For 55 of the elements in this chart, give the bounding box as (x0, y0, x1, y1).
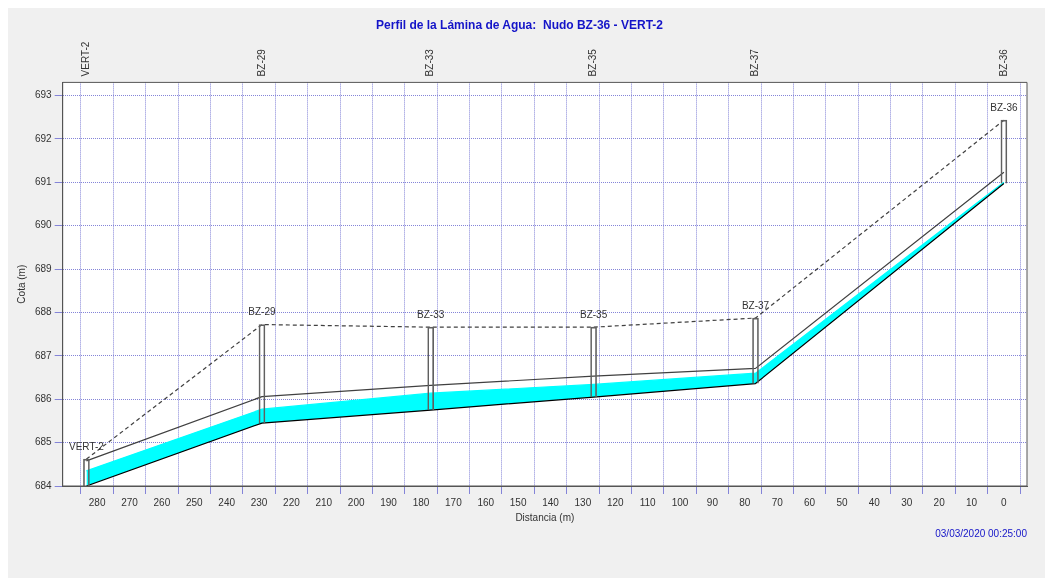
x-tick-label: 120 (606, 496, 625, 508)
y-tick-label: 684 (35, 479, 53, 491)
x-tick-label: 10 (965, 496, 978, 508)
y-tick-label: 686 (35, 392, 53, 404)
x-tick-label: 170 (445, 496, 463, 508)
x-tick-label: 130 (574, 496, 592, 508)
x-tick-label: 50 (836, 496, 848, 508)
text: BZ-36 (997, 49, 1009, 77)
annotation: BZ-37 (741, 299, 770, 311)
x-axis-title: Distancia (m) (515, 511, 575, 523)
x-tick-label: 140 (542, 496, 560, 508)
y-tick-label: 687 (35, 349, 53, 361)
text: VERT-2 (80, 41, 92, 77)
x-tick-label: 80 (739, 496, 751, 508)
x-tick-label: 200 (347, 496, 365, 508)
x-tick-label: 210 (315, 496, 333, 508)
text: BZ-37 (749, 49, 761, 77)
x-tick-label: 0 (1001, 496, 1008, 508)
x-tick-label: 240 (218, 496, 236, 508)
x-tick-label: 110 (639, 496, 657, 508)
y-tick-label: 688 (35, 306, 53, 318)
x-tick-label: 230 (250, 496, 268, 508)
x-tick-label: 270 (121, 496, 139, 508)
annotation: BZ-29 (248, 306, 277, 318)
x-tick-label: 20 (933, 496, 946, 508)
x-tick-label: 40 (868, 496, 881, 508)
y-tick-label: 693 (35, 89, 53, 101)
x-tick-label: 220 (283, 496, 301, 508)
text: 03/03/2020 00:25:00 (934, 528, 1028, 539)
annotation: VERT-2 (69, 440, 105, 452)
chart-title: Perfil de la Lámina de Agua: Nudo BZ-36 - VERT-2 (376, 17, 664, 32)
x-tick-label: 280 (88, 496, 106, 508)
y-tick-label: 685 (35, 436, 53, 448)
x-tick-label: 30 (901, 496, 913, 508)
text: BZ-35 (587, 49, 599, 77)
x-tick-label: 70 (771, 496, 784, 508)
text: BZ-29 (255, 49, 267, 77)
x-tick-label: 160 (477, 496, 495, 508)
x-tick-label: 250 (185, 496, 204, 508)
x-tick-label: 90 (706, 496, 719, 508)
x-tick-label: 190 (380, 496, 398, 508)
y-axis-title: Cota (m) (15, 264, 27, 304)
y-tick-label: 690 (35, 219, 53, 231)
x-tick-label: 100 (671, 496, 689, 508)
annotation: BZ-33 (417, 308, 445, 320)
annotation: BZ-36 (990, 101, 1018, 113)
y-tick-label: 689 (35, 262, 53, 274)
text: BZ-33 (424, 49, 436, 77)
y-tick-label: 692 (35, 132, 53, 144)
x-tick-label: 260 (153, 496, 171, 508)
x-tick-label: 60 (804, 496, 816, 508)
x-tick-label: 150 (509, 496, 527, 508)
x-tick-label: 180 (412, 496, 430, 508)
annotation: BZ-35 (579, 308, 608, 320)
y-tick-label: 691 (35, 175, 53, 187)
